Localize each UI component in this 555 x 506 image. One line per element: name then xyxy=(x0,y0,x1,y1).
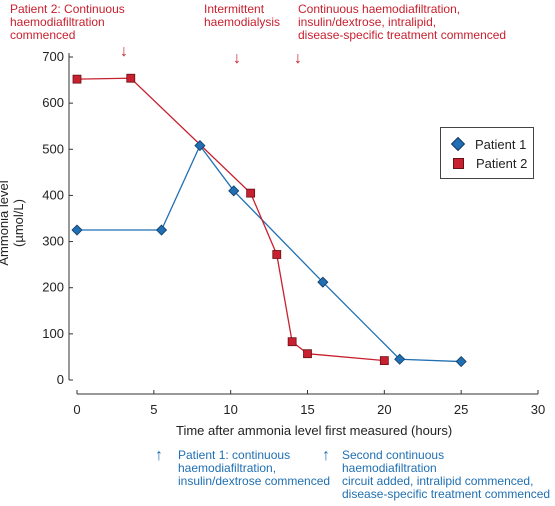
data-point-patient-1 xyxy=(194,140,206,152)
y-tick-label: 700 xyxy=(42,49,64,64)
down-arrow-icon: ↓ xyxy=(120,43,128,60)
data-point-patient-2 xyxy=(272,250,282,259)
x-tick-label: 5 xyxy=(150,402,157,417)
x-tick-label: 15 xyxy=(300,402,314,417)
x-tick-label: 20 xyxy=(377,402,391,417)
square-marker-icon xyxy=(453,157,464,169)
up-arrow-icon: ↑ xyxy=(322,447,330,464)
y-tick-label: 500 xyxy=(42,141,64,156)
annotation-patient1-second-circuit: Second continuous haemodiafiltration cir… xyxy=(342,448,551,501)
data-point-patient-1 xyxy=(394,353,406,365)
y-tick-label: 200 xyxy=(42,280,64,295)
data-point-patient-1 xyxy=(317,276,329,288)
x-axis-label: Time after ammonia level first measured … xyxy=(176,423,453,438)
data-point-patient-1 xyxy=(155,224,168,236)
x-tick-label: 0 xyxy=(73,402,80,417)
annotation-patient2-haemodiafiltration: Patient 2: Continuous haemodiafiltration… xyxy=(10,2,125,42)
data-point-patient-2 xyxy=(287,337,297,347)
up-arrow-icon: ↑ xyxy=(155,447,163,464)
annotation-intermittent-haemodialysis: Intermittent haemodialysis xyxy=(204,2,281,29)
axes: 0 100 200 300 400 500 600 700 0 5 10 15 20 25 30 xyxy=(42,49,545,417)
x-tick-label: 25 xyxy=(454,402,468,417)
x-tick-label: 10 xyxy=(223,402,237,417)
legend-item-patient-2: Patient 2 xyxy=(451,155,527,171)
down-arrow-icon: ↓ xyxy=(233,50,241,67)
y-axis-label: Ammonia level (µmol/L) xyxy=(0,180,26,266)
down-arrow-icon: ↓ xyxy=(294,50,302,67)
y-tick-label: 600 xyxy=(42,95,64,110)
legend: Patient 1 Patient 2 xyxy=(440,127,534,179)
data-point-patient-2 xyxy=(379,356,389,366)
diamond-marker-icon xyxy=(450,136,466,152)
legend-label: Patient 2 xyxy=(476,155,528,171)
y-tick-label: 0 xyxy=(57,372,64,387)
series-markers xyxy=(71,73,467,368)
data-point-patient-1 xyxy=(71,224,83,236)
annotation-patient2-treatment: Continuous haemodiafiltration, insulin/d… xyxy=(298,2,507,42)
data-point-patient-2 xyxy=(246,188,256,198)
y-tick-label: 400 xyxy=(42,187,64,202)
data-point-patient-1 xyxy=(228,185,240,197)
data-point-patient-1 xyxy=(455,355,467,368)
legend-item-patient-1: Patient 1 xyxy=(450,136,527,152)
y-tick-label: 300 xyxy=(42,234,64,249)
annotation-patient1-haemodiafiltration: Patient 1: continuous haemodiafiltration… xyxy=(178,448,331,488)
data-point-patient-2 xyxy=(303,349,312,359)
series-line-1 xyxy=(77,144,462,363)
data-point-patient-2 xyxy=(126,73,136,83)
series-line-2 xyxy=(76,77,385,362)
y-tick-label: 100 xyxy=(42,326,64,341)
legend-label: Patient 1 xyxy=(475,136,527,152)
series-lines xyxy=(76,77,462,363)
data-point-patient-2 xyxy=(72,74,82,84)
x-tick-label: 30 xyxy=(531,402,545,417)
